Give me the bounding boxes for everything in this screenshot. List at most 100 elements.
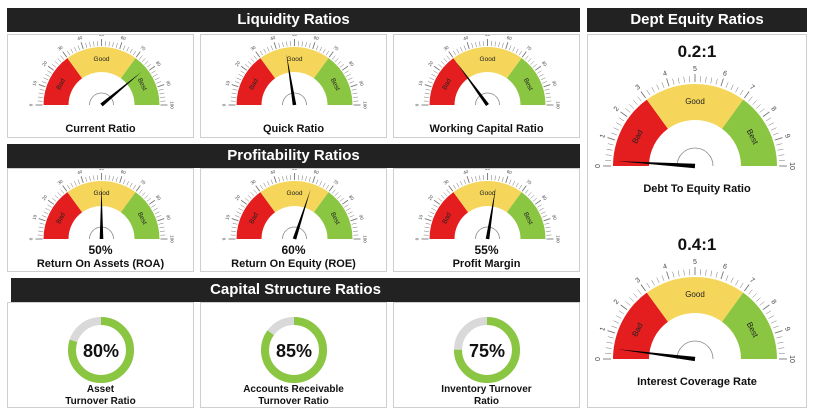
gauge-tick — [149, 66, 155, 70]
gauge-tick-label: 80 — [348, 194, 355, 201]
gauge-tick — [619, 311, 624, 314]
gauge-tick — [431, 208, 435, 210]
gauge-tick — [320, 181, 322, 186]
gauge-tick — [431, 74, 435, 76]
gauge-tick — [335, 58, 338, 62]
gauge-tick — [616, 123, 621, 126]
gauge-tick-label: 7 — [748, 84, 755, 92]
gauge-tick — [472, 43, 473, 48]
gauge-tick-label: 80 — [541, 194, 548, 201]
gauge-tick-label: 50 — [292, 169, 298, 171]
gauge-tick — [545, 93, 550, 94]
gauge-tick — [516, 49, 518, 53]
gauge-tick — [47, 71, 51, 74]
gauge-tick — [424, 231, 429, 232]
gauge-tick — [716, 272, 717, 278]
gauge-tick — [260, 185, 263, 189]
gauge-tick — [778, 155, 784, 156]
gauge-tick — [453, 185, 456, 189]
gauge-tick — [63, 186, 67, 192]
gauge-tick — [351, 219, 358, 221]
gauge-tick — [773, 133, 779, 135]
gauge-tick — [352, 227, 357, 228]
gauge-tick — [113, 42, 114, 47]
gauge-tick — [749, 290, 753, 295]
gauge-tick — [93, 176, 94, 181]
gauge-tick — [726, 275, 728, 281]
gauge-tick-label: 30 — [57, 178, 64, 185]
gauge-tick — [434, 200, 440, 204]
gauge-tick-label: 20 — [234, 194, 241, 201]
gauge-tick — [90, 176, 91, 181]
gauge-tick-label: 0 — [415, 237, 420, 240]
gauge-tick-label: 60 — [506, 35, 513, 41]
gauge-tick — [130, 49, 132, 53]
gauge-tick — [740, 90, 743, 95]
gauge-tick — [159, 227, 164, 228]
gauge-tick — [338, 195, 342, 198]
gauge-tick — [237, 212, 242, 214]
gauge-tick — [329, 186, 333, 192]
gauge-tick — [771, 321, 776, 324]
gauge-tick — [430, 212, 435, 214]
gauge-tick — [608, 144, 614, 145]
gauge-tick — [348, 78, 353, 80]
gauge-tick-label: 70 — [139, 179, 146, 186]
gauge-tick — [155, 212, 160, 214]
gauge-tick — [731, 278, 734, 283]
gauge-tick-label: 30 — [250, 44, 257, 51]
gauge-tick — [778, 149, 784, 150]
gauge-tick — [127, 47, 129, 52]
gauge-tick — [541, 78, 546, 80]
gauge-zone-label: Good — [685, 97, 705, 106]
gauge-tick — [528, 58, 531, 62]
gauge-tick-label: 5 — [693, 66, 697, 73]
gauge-tick — [544, 85, 551, 87]
profitability-header: Profitability Ratios — [7, 144, 580, 168]
gauge-tick-label: 0 — [595, 164, 602, 168]
gauge-tick — [775, 331, 783, 333]
gauge-tick — [39, 85, 46, 87]
gauge-tick — [332, 190, 335, 194]
gauge-tick — [531, 195, 535, 198]
gauge-tick-label: 30 — [250, 178, 257, 185]
gauge-tick — [352, 89, 357, 90]
gauge-tick — [460, 181, 462, 186]
gauge-tick — [756, 104, 760, 108]
gauge-tick — [279, 43, 280, 48]
gauge-tick — [638, 97, 642, 102]
gauge-tick — [153, 74, 157, 76]
gauge-tick — [476, 42, 477, 47]
gauge-zone-label: Good — [480, 56, 496, 63]
gauge-tick — [78, 45, 80, 50]
gauge-tick — [629, 297, 633, 301]
gauge-tick — [160, 97, 165, 98]
gauge-tick — [151, 71, 155, 74]
gauge-tick — [531, 61, 535, 64]
gauge-tick-label: 70 — [139, 45, 146, 52]
gauge-tick — [647, 283, 650, 288]
gauge-tick — [608, 138, 616, 140]
gauge-tick-label: 90 — [551, 80, 557, 87]
gauge-tick-label: 7 — [748, 277, 755, 285]
gauge-tick-label: 90 — [358, 214, 364, 221]
gauge-hub — [677, 148, 713, 166]
gauge-tick-label: 20 — [234, 60, 241, 67]
gauge-tick-label: 30 — [443, 44, 450, 51]
gauge-tick — [499, 176, 500, 181]
gauge-tick — [274, 176, 276, 183]
gauge-tick — [267, 47, 269, 52]
gauge-tick — [47, 205, 51, 208]
gauge-tick-label: 70 — [525, 45, 532, 52]
gauge-tick — [433, 71, 437, 74]
gauge-tick — [264, 183, 266, 187]
gauge-tick — [544, 219, 551, 221]
gauge-tick — [86, 177, 87, 182]
gauge-tick — [240, 205, 244, 208]
gauge-tick-label: 9 — [783, 133, 791, 139]
gauge-tick-label: 4 — [662, 70, 668, 78]
gauge-tick-label: 60 — [506, 169, 513, 175]
gauge-tick — [329, 52, 333, 58]
gauge-tick — [433, 205, 437, 208]
gauge-tick — [245, 198, 249, 201]
